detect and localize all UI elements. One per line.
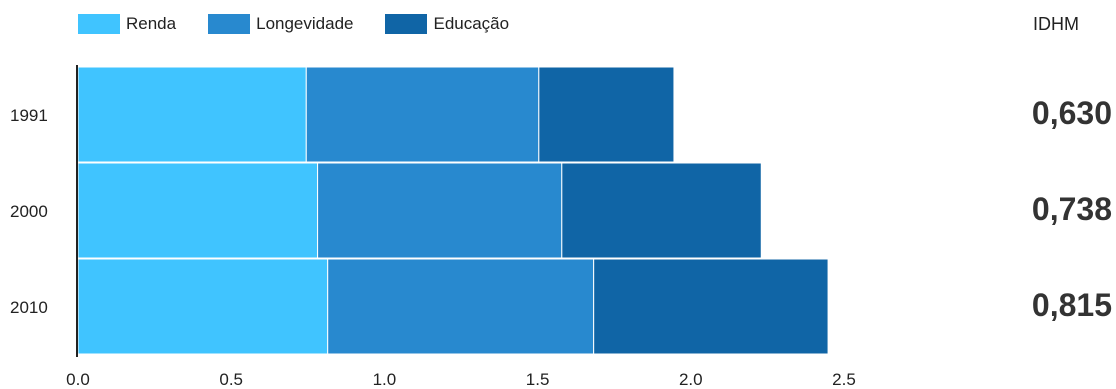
idhm-column-title: IDHM [1033,14,1079,34]
x-tick-label: 0.5 [219,370,243,389]
x-tick-label: 0.0 [66,370,90,389]
x-tick-label: 2.0 [679,370,703,389]
legend-label-renda: Renda [126,14,177,33]
bar-1991-renda [77,66,307,163]
x-tick-label: 2.5 [832,370,856,389]
bar-2000-renda [77,162,319,259]
legend-swatch-longevidade [208,14,251,34]
idhm-value-2000: 0,738 [1031,191,1112,227]
bar-2000-educação [561,162,762,259]
year-label-2010: 2010 [10,298,48,317]
legend-item-educacao[interactable]: Educação [385,14,509,34]
x-tick-label: 1.5 [526,370,550,389]
year-label-1991: 1991 [10,106,48,125]
chart-legend: Renda Longevidade Educação [78,14,541,34]
legend-swatch-renda [78,14,120,34]
legend-item-renda[interactable]: Renda [78,14,176,34]
legend-label-longevidade: Longevidade [256,14,354,33]
legend-label-educacao: Educação [433,14,510,33]
idhm-value-2010: 0,815 [1031,287,1112,323]
legend-swatch-educacao [385,14,428,34]
idhm-value-1991: 0,630 [1031,95,1112,131]
x-tick-label: 1.0 [373,370,397,389]
bar-2000-longevidade [317,162,563,259]
legend-item-longevidade[interactable]: Longevidade [208,14,353,34]
bar-2010-educação [593,258,829,355]
bar-1991-longevidade [305,66,540,163]
bar-2010-longevidade [327,258,595,355]
bar-2010-renda [77,258,329,355]
bar-1991-educação [538,66,675,163]
year-label-2000: 2000 [10,202,48,221]
